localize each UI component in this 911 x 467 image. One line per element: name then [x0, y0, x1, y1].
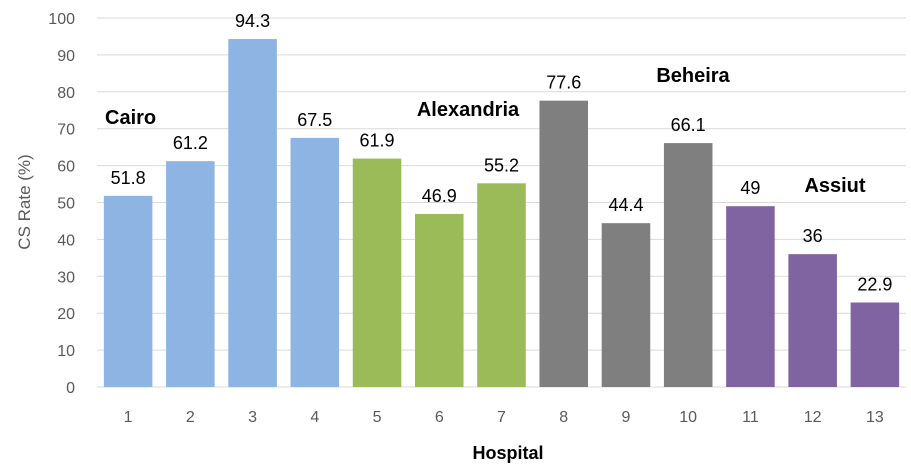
- data-label: 44.4: [608, 195, 643, 215]
- y-tick-label: 40: [57, 232, 75, 249]
- x-axis-title: Hospital: [472, 443, 543, 463]
- bar: [539, 100, 589, 387]
- y-tick-label: 0: [66, 380, 75, 397]
- y-tick-label: 70: [57, 122, 75, 139]
- data-label: 49: [740, 178, 760, 198]
- x-tick-label: 4: [310, 409, 319, 426]
- data-label: 61.2: [173, 133, 208, 153]
- x-tick-label: 2: [186, 409, 195, 426]
- y-tick-label: 100: [48, 11, 75, 28]
- data-label: 55.2: [484, 155, 519, 175]
- group-labels: Cairo Alexandria Beheira Assiut: [105, 65, 866, 197]
- x-axis-ticks: 1 2 3 4 5 6 7 8 9 10 11 12 13: [124, 409, 884, 426]
- y-tick-label: 10: [57, 343, 75, 360]
- x-tick-label: 9: [622, 409, 631, 426]
- y-tick-label: 90: [57, 48, 75, 65]
- bar: [166, 161, 215, 387]
- y-axis-title: CS Rate (%): [15, 154, 34, 249]
- group-label: Alexandria: [417, 99, 520, 121]
- group-label: Cairo: [105, 107, 156, 129]
- y-tick-label: 80: [57, 85, 75, 102]
- data-label: 66.1: [671, 115, 706, 135]
- bar: [601, 223, 651, 387]
- data-label: 51.8: [111, 168, 146, 188]
- data-label: 94.3: [235, 11, 270, 31]
- group-label: Beheira: [656, 65, 730, 87]
- data-label: 22.9: [857, 274, 892, 294]
- bar: [726, 206, 775, 387]
- data-labels: 51.8 61.2 94.3 67.5 61.9 46.9 55.2 77.6 44.4 66.1…: [111, 11, 893, 294]
- x-tick-label: 1: [124, 409, 133, 426]
- bar: [290, 137, 340, 387]
- data-label: 67.5: [297, 110, 332, 130]
- data-label: 46.9: [422, 186, 457, 206]
- data-label: 61.9: [360, 131, 395, 151]
- x-tick-label: 12: [804, 409, 822, 426]
- y-tick-label: 20: [57, 306, 75, 323]
- x-tick-label: 13: [866, 409, 884, 426]
- y-tick-label: 50: [57, 196, 75, 213]
- x-tick-label: 7: [497, 409, 506, 426]
- data-label: 77.6: [546, 73, 581, 93]
- x-tick-label: 8: [559, 409, 568, 426]
- bar: [414, 213, 464, 387]
- bar: [788, 254, 837, 387]
- data-label: 36: [803, 226, 823, 246]
- x-tick-label: 3: [248, 409, 257, 426]
- bar: [477, 183, 526, 387]
- bar: [663, 143, 713, 387]
- x-tick-label: 11: [742, 409, 759, 426]
- bar: [352, 158, 402, 387]
- bar: [850, 302, 900, 387]
- y-tick-label: 60: [57, 159, 75, 176]
- y-tick-label: 30: [57, 269, 75, 286]
- group-label: Assiut: [804, 175, 865, 197]
- x-tick-label: 6: [435, 409, 444, 426]
- y-axis-ticks: 0 10 20 30 40 50 60 70 80 90 100: [48, 11, 75, 397]
- x-tick-label: 5: [373, 409, 382, 426]
- bar: [228, 39, 277, 388]
- bar: [103, 195, 153, 387]
- bars: [103, 39, 900, 388]
- x-tick-label: 10: [679, 409, 697, 426]
